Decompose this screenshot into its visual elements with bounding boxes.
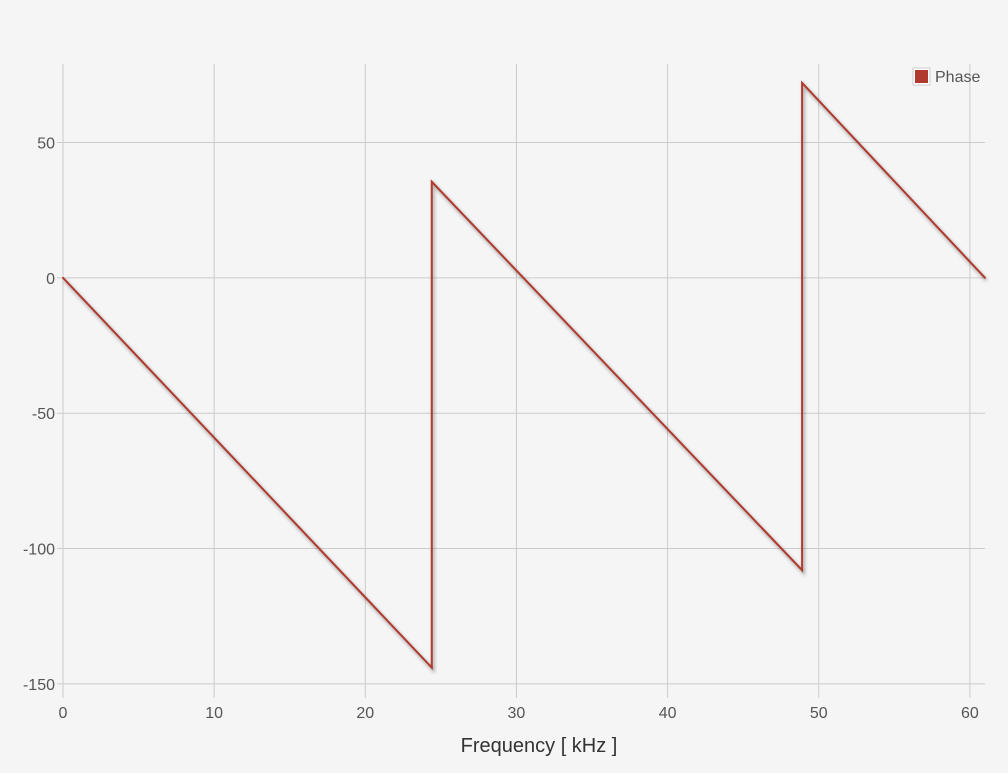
y-tick-label: 0 bbox=[46, 271, 55, 288]
axes: 0 10 20 30 40 50 60 -150 -100 -50 0 50 Frequency [ k… bbox=[23, 136, 979, 758]
grid bbox=[57, 64, 985, 698]
series-line-shadow bbox=[63, 81, 988, 674]
y-tick-label: -150 bbox=[23, 677, 55, 694]
series-line-phase bbox=[62, 80, 986, 671]
x-tick-label: 60 bbox=[961, 705, 979, 722]
y-tick-label: 50 bbox=[37, 136, 55, 153]
data-point bbox=[430, 180, 433, 183]
y-tick-label: -50 bbox=[32, 406, 55, 423]
data-point bbox=[801, 81, 804, 84]
x-tick-label: 30 bbox=[508, 705, 526, 722]
data-point bbox=[801, 569, 804, 572]
x-tick-label: 20 bbox=[356, 705, 374, 722]
legend: Phase bbox=[912, 67, 980, 86]
legend-label: Phase bbox=[935, 69, 980, 86]
x-tick-label: 10 bbox=[205, 705, 223, 722]
data-point bbox=[62, 276, 64, 279]
y-tick-label: -100 bbox=[23, 542, 55, 559]
x-axis-label: Frequency [ kHz ] bbox=[461, 735, 618, 757]
x-tick-label: 50 bbox=[810, 705, 828, 722]
x-tick-label: 0 bbox=[59, 705, 68, 722]
x-tick-label: 40 bbox=[659, 705, 677, 722]
data-point bbox=[430, 666, 433, 669]
series-layer bbox=[62, 80, 988, 674]
legend-swatch bbox=[915, 70, 928, 83]
data-point bbox=[984, 276, 986, 279]
